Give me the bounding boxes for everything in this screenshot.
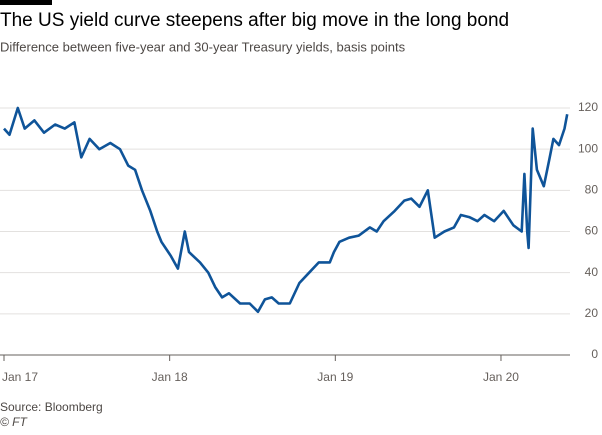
x-tick-label: Jan 18	[152, 370, 188, 384]
y-tick-label: 100	[578, 141, 598, 155]
credit: © FT	[0, 415, 29, 429]
x-tick-label: Jan 17	[2, 370, 38, 384]
y-tick-label: 0	[591, 347, 598, 361]
x-tick-label: Jan 20	[483, 370, 519, 384]
y-tick-label: 20	[585, 306, 599, 320]
y-tick-label: 40	[585, 265, 599, 279]
y-tick-label: 80	[585, 183, 599, 197]
brand-bar	[0, 0, 52, 5]
line	[3, 106, 569, 314]
source: Source: Bloomberg	[0, 400, 103, 414]
chart-subtitle: Difference between five-year and 30-year…	[0, 39, 406, 54]
y-tick-label: 60	[585, 224, 599, 238]
x-tick-label: Jan 19	[317, 370, 353, 384]
y-tick-label: 120	[578, 100, 598, 114]
chart-title: The US yield curve steepens after big mo…	[0, 10, 509, 31]
